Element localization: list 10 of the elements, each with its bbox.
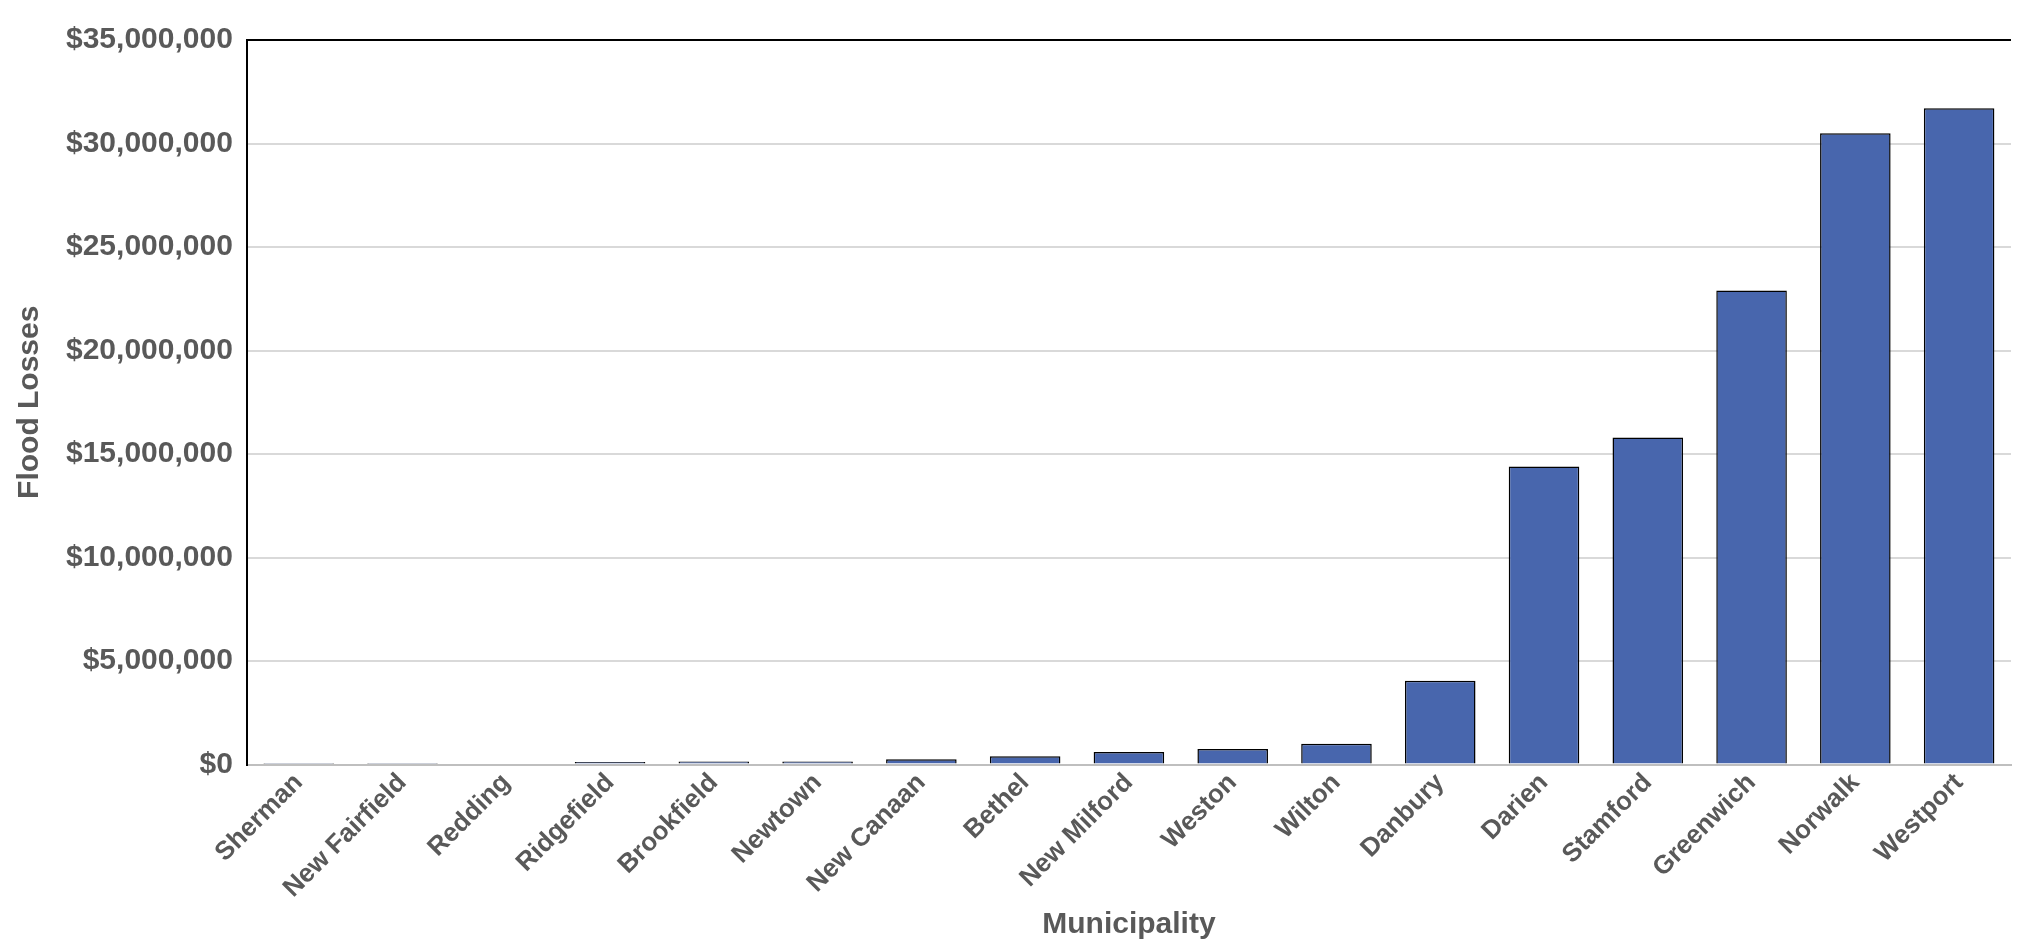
- y-tick-label: $35,000,000: [65, 21, 233, 55]
- y-tick-label: $20,000,000: [65, 331, 233, 365]
- y-tick-label: $0: [199, 745, 233, 779]
- y-tick-label: $15,000,000: [65, 435, 233, 469]
- y-tick-label: $10,000,000: [65, 538, 233, 572]
- x-axis-title: Municipality: [1042, 906, 1216, 940]
- y-tick-label: $5,000,000: [82, 642, 233, 676]
- y-axis-title: Flood Losses: [11, 305, 45, 499]
- y-tick-label: $25,000,000: [65, 228, 233, 262]
- y-tick-label: $30,000,000: [65, 124, 233, 158]
